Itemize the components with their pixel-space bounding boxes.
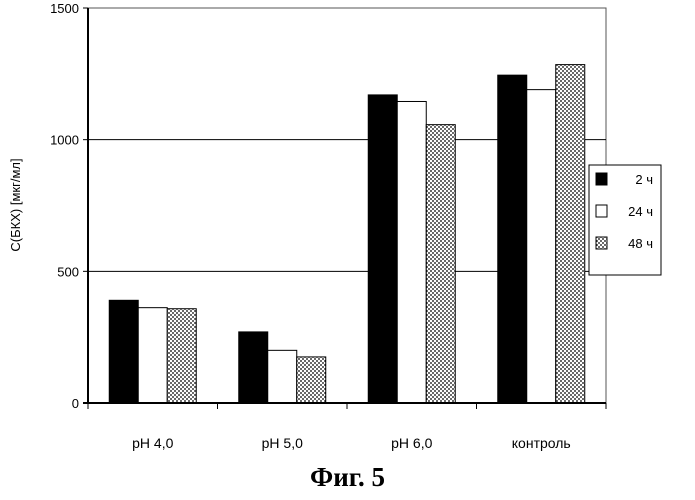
legend-label: 24 ч: [628, 204, 653, 219]
bar: [167, 309, 196, 403]
bar: [109, 300, 138, 403]
y-tick-label: 1500: [50, 1, 79, 16]
legend-label: 2 ч: [635, 172, 653, 187]
bar: [268, 350, 297, 403]
legend: 2 ч 24 ч 48 ч: [589, 165, 661, 275]
x-tick-label: контроль: [512, 435, 571, 451]
legend-label: 48 ч: [628, 236, 653, 251]
bar: [297, 357, 326, 403]
y-tick-labels: 0 500 1000 1500: [50, 1, 79, 411]
bar: [556, 65, 585, 403]
x-tick-label: pH 4,0: [132, 435, 173, 451]
y-axis-label: С(БКХ) [мкг/мл]: [8, 158, 23, 251]
x-tick-label: pH 5,0: [262, 435, 303, 451]
figure-caption: Фиг. 5: [0, 462, 695, 493]
legend-swatch: [596, 173, 607, 185]
y-tick-label: 500: [57, 264, 79, 279]
y-tick-label: 1000: [50, 133, 79, 148]
y-tick-label: 0: [72, 396, 79, 411]
bar: [239, 332, 268, 403]
bar: [498, 75, 527, 403]
bar: [527, 90, 556, 403]
bar-chart: 050010001500 pH 4,0pH 5,0pH 6,0контроль …: [0, 0, 695, 460]
x-tick-labels: pH 4,0 pH 5,0 pH 6,0 контроль: [132, 435, 571, 451]
bar: [138, 308, 167, 403]
legend-swatch: [596, 237, 607, 249]
bar: [368, 95, 397, 403]
x-tick-label: pH 6,0: [391, 435, 432, 451]
bar: [397, 101, 426, 403]
bar: [426, 125, 455, 403]
legend-swatch: [596, 205, 607, 217]
